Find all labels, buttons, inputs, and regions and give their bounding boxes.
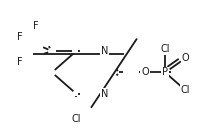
Text: F: F — [33, 21, 38, 31]
Text: F: F — [17, 57, 22, 67]
Text: Cl: Cl — [71, 114, 81, 124]
Text: F: F — [17, 32, 22, 42]
Text: N: N — [100, 89, 108, 99]
Text: P: P — [161, 67, 167, 77]
Text: O: O — [141, 67, 148, 77]
Text: Cl: Cl — [160, 44, 169, 54]
Text: Cl: Cl — [180, 85, 189, 95]
Text: N: N — [100, 46, 108, 56]
Text: O: O — [181, 53, 188, 63]
